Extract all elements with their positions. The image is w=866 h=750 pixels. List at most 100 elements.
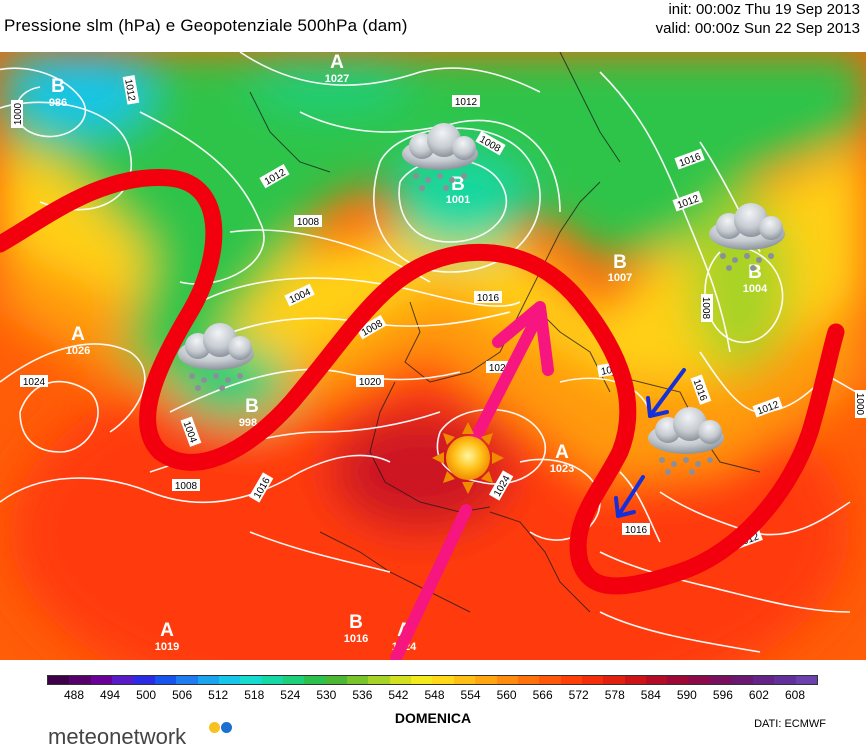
geopotential-colorbar xyxy=(47,675,818,685)
center-value: 1007 xyxy=(608,272,632,284)
run-info: init: 00:00z Thu 19 Sep 2013 valid: 00:0… xyxy=(656,0,860,38)
isobar-label: 1016 xyxy=(477,293,500,304)
colorbar-tick-label: 488 xyxy=(63,688,85,702)
colorbar-swatch xyxy=(496,676,518,684)
colorbar-ticks: 488 494 500 506 512 518 524 530 536 542 548 554 560 5… xyxy=(47,688,818,704)
center-value: 1004 xyxy=(743,283,768,295)
colorbar-swatch xyxy=(517,676,540,684)
colorbar-swatch xyxy=(347,676,369,684)
colorbar-tick-label: 572 xyxy=(568,688,589,702)
colorbar-swatch xyxy=(325,676,348,684)
colorbar-swatch xyxy=(261,676,283,684)
colorbar-swatch xyxy=(688,676,711,684)
isobar-label: 1000 xyxy=(13,102,24,125)
isobar-label: 1012 xyxy=(122,78,137,102)
colorbar-tick-label: 596 xyxy=(712,688,733,702)
colorbar-swatch xyxy=(539,676,561,684)
colorbar-tick-label: 602 xyxy=(748,688,769,702)
colorbar-swatch xyxy=(154,676,177,684)
isobar-label: 1016 xyxy=(625,525,648,536)
colorbar-swatch xyxy=(603,676,625,684)
valid-time: valid: 00:00z Sun 22 Sep 2013 xyxy=(655,20,860,37)
colorbar-swatch xyxy=(411,676,433,684)
colorbar-swatch xyxy=(646,676,668,684)
flow-arrow xyxy=(390,504,472,660)
isobar-label: 1012 xyxy=(455,97,478,108)
isobar-label: 1020 xyxy=(359,377,382,388)
colorbar-tick-label: 608 xyxy=(784,688,806,702)
wind-arrow-head xyxy=(614,496,636,518)
colorbar-tick-label: 560 xyxy=(496,688,517,702)
colorbar-tick-label: 494 xyxy=(100,688,121,702)
map-title: Pressione slm (hPa) e Geopotenziale 500h… xyxy=(4,16,408,35)
colorbar-swatch xyxy=(90,676,113,684)
center-value: 1019 xyxy=(155,641,179,653)
colorbar-swatch xyxy=(731,676,753,684)
flow-arrow xyxy=(470,306,546,443)
colorbar-tick-label: 518 xyxy=(244,688,265,702)
center-value: 1016 xyxy=(344,633,368,645)
colorbar-swatch xyxy=(304,676,326,684)
center-letter: A xyxy=(555,442,569,463)
logo-dots-icon xyxy=(209,722,233,734)
init-time: init: 00:00z Thu 19 Sep 2013 xyxy=(668,1,860,18)
rain-cloud-icon xyxy=(709,203,785,271)
colorbar-swatch xyxy=(112,676,134,684)
rain-cloud-icon xyxy=(648,407,724,475)
logo-text: meteonetwork xyxy=(48,724,187,749)
colorbar-swatch xyxy=(218,676,241,684)
center-value: 1027 xyxy=(325,73,349,85)
center-letter: B xyxy=(245,396,259,417)
center-letter: B xyxy=(613,252,627,273)
colorbar-swatch xyxy=(240,676,262,684)
center-letter: A xyxy=(71,324,85,345)
colorbar-swatch xyxy=(133,676,155,684)
colorbar-swatch xyxy=(197,676,219,684)
colorbar-swatch xyxy=(176,676,198,684)
center-letter: A xyxy=(330,52,344,73)
colorbar-swatch xyxy=(432,676,454,684)
wind-arrow xyxy=(616,475,645,518)
isobar-label: 1008 xyxy=(175,481,198,492)
colorbar-tick-label: 590 xyxy=(676,688,697,702)
colorbar-swatch xyxy=(710,676,732,684)
center-letter: A xyxy=(160,620,174,641)
isobar-label: 1000 xyxy=(854,393,865,416)
data-source: DATI: ECMWF xyxy=(754,718,826,730)
colorbar-swatch xyxy=(282,676,305,684)
colorbar-swatch xyxy=(560,676,582,684)
rain-cloud-icon xyxy=(402,123,478,191)
colorbar-swatch xyxy=(752,676,775,684)
center-value: 998 xyxy=(239,417,257,429)
center-letter: B xyxy=(748,262,762,283)
weather-map: 1000 1012 1012 1008 1012 1008 1016 1012 … xyxy=(0,52,866,660)
colorbar-tick-label: 530 xyxy=(316,688,337,702)
center-letter: B xyxy=(349,612,363,633)
isobar-label: 1008 xyxy=(700,297,711,320)
colorbar-tick-label: 554 xyxy=(460,688,481,702)
center-letter: B xyxy=(51,76,65,97)
colorbar-tick-label: 506 xyxy=(172,688,193,702)
center-value: 1023 xyxy=(550,463,574,475)
center-value: 1026 xyxy=(66,345,90,357)
colorbar-tick-label: 536 xyxy=(352,688,373,702)
colorbar-swatch xyxy=(774,676,796,684)
colorbar-swatch xyxy=(581,676,604,684)
colorbar-swatch xyxy=(69,676,91,684)
colorbar-tick-label: 566 xyxy=(532,688,553,702)
colorbar-swatch xyxy=(368,676,390,684)
sun-icon xyxy=(432,422,504,494)
colorbar-tick-label: 512 xyxy=(208,688,229,702)
wind-arrow-head xyxy=(646,396,669,418)
colorbar-swatch xyxy=(795,676,817,684)
jet-stream-line xyxy=(0,169,845,595)
meteonetwork-logo[interactable]: meteonetwork xyxy=(48,722,232,750)
isobar-label: 1008 xyxy=(297,217,320,228)
wind-arrow xyxy=(648,368,686,418)
colorbar-swatch xyxy=(624,676,647,684)
colorbar-tick-label: 578 xyxy=(604,688,625,702)
rain-cloud-icon xyxy=(178,323,254,391)
colorbar-tick-label: 524 xyxy=(280,688,301,702)
flow-arrow-head xyxy=(492,301,554,376)
colorbar-tick-label: 584 xyxy=(640,688,661,702)
